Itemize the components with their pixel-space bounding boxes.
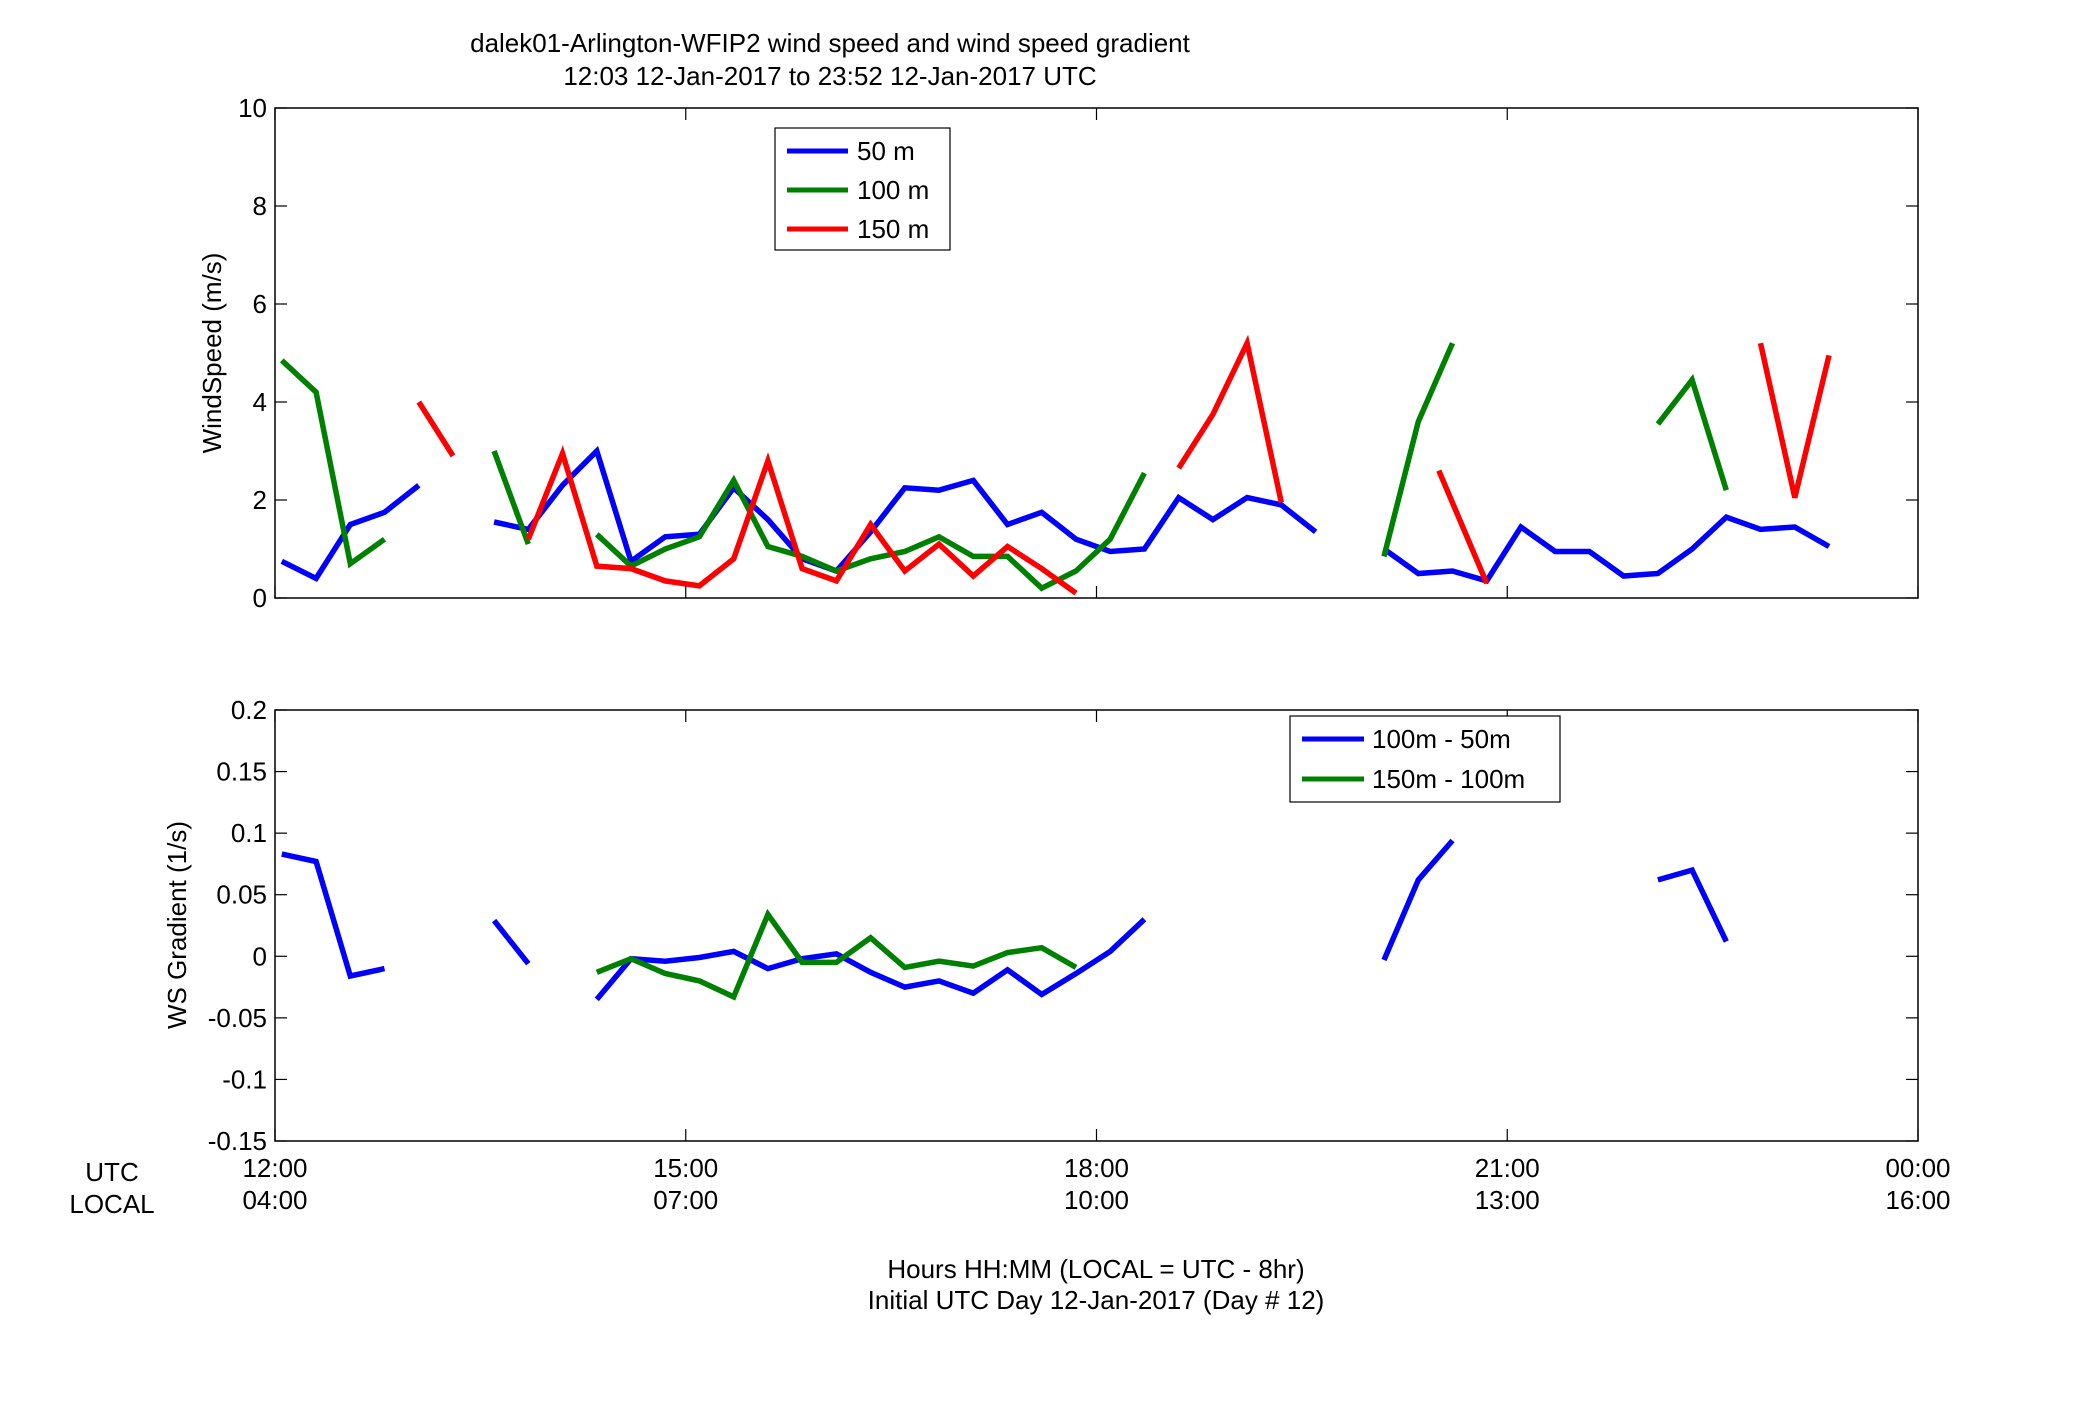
x-row-label-local: LOCAL (69, 1189, 154, 1219)
windspeed-series-group (279, 334, 1832, 596)
windspeed-series-1-segment-2 (594, 471, 1147, 592)
xtick-label-local: 10:00 (1064, 1185, 1129, 1215)
windspeed-series-1-segment-1 (491, 450, 531, 546)
legend-label-100m-50m: 100m - 50m (1372, 724, 1511, 754)
xtick-label-local: 07:00 (653, 1185, 718, 1215)
xtick-label-utc: 00:00 (1885, 1153, 1950, 1183)
gradient-ytick-labels: -0.15 -0.1 -0.05 0 0.05 0.1 0.15 0.2 (208, 695, 267, 1156)
windspeed-ytick-label: 10 (238, 93, 267, 123)
windspeed-series-1-segment-3 (1381, 342, 1456, 558)
chart-title-line1: dalek01-Arlington-WFIP2 wind speed and w… (470, 28, 1191, 58)
windspeed-series-2-segment-1 (525, 445, 1078, 596)
gradient-series-0-segment-0 (281, 851, 386, 980)
gradient-series-0-segment-3 (1381, 838, 1455, 962)
xtick-label-utc: 12:00 (242, 1153, 307, 1183)
gradient-panel: -0.15 -0.1 -0.05 0 0.05 0.1 0.15 0.2 WS Gradien… (162, 695, 1919, 1156)
windspeed-ytick-label: 4 (253, 387, 267, 417)
gradient-series-0-segment-2 (594, 917, 1147, 1002)
windspeed-ytick-label: 0 (253, 583, 267, 613)
gradient-series-group (281, 838, 1729, 1002)
windspeed-series-0-segment-2 (1382, 513, 1831, 585)
gradient-series-1-segment-0 (595, 908, 1078, 1001)
windspeed-ytick-label: 2 (253, 485, 267, 515)
legend-label-150m: 150 m (857, 214, 929, 244)
gradient-ticks (274, 709, 1919, 1142)
gradient-ytick-label: 0.15 (216, 757, 267, 787)
xtick-label-local: 04:00 (242, 1185, 307, 1215)
windspeed-ytick-label: 6 (253, 289, 267, 319)
gradient-ytick-label: -0.15 (208, 1126, 267, 1156)
gradient-ylabel: WS Gradient (1/s) (162, 821, 192, 1029)
gradient-ytick-label: -0.1 (222, 1064, 267, 1094)
gradient-legend: 100m - 50m 150m - 100m (1289, 715, 1561, 803)
xtick-label-local: 16:00 (1885, 1185, 1950, 1215)
windspeed-ytick-labels: 0 2 4 6 8 10 (238, 93, 267, 613)
gradient-series-0-segment-4 (1657, 866, 1729, 943)
windspeed-series-0-segment-0 (280, 483, 421, 582)
windspeed-series-2-segment-0 (416, 400, 456, 458)
windspeed-panel: 0 2 4 6 8 10 WindSpeed (m/s) 50 m 100 m 150 m (197, 93, 1919, 613)
chart-title-line2: 12:03 12-Jan-2017 to 23:52 12-Jan-2017 U… (563, 61, 1096, 91)
windspeed-series-2-segment-4 (1757, 342, 1832, 499)
windspeed-series-2-segment-2 (1176, 334, 1284, 503)
gradient-ytick-label: 0.2 (231, 695, 267, 725)
windspeed-series-1-segment-0 (279, 358, 387, 569)
windspeed-series-0-segment-1 (493, 445, 1318, 575)
gradient-ytick-label: 0 (253, 941, 267, 971)
legend-label-50m: 50 m (857, 136, 915, 166)
xtick-label-utc: 21:00 (1475, 1153, 1540, 1183)
legend-label-150m-100m: 150m - 100m (1372, 764, 1525, 794)
x-axis-label-line2: Initial UTC Day 12-Jan-2017 (Day # 12) (868, 1285, 1325, 1315)
windspeed-legend: 50 m 100 m 150 m (774, 127, 951, 251)
windspeed-ticks (274, 107, 1919, 599)
windspeed-series-2-segment-3 (1436, 469, 1490, 585)
gradient-series-0-segment-1 (491, 918, 531, 966)
x-axis-label-line1: Hours HH:MM (LOCAL = UTC - 8hr) (887, 1254, 1304, 1284)
gradient-ytick-label: -0.05 (208, 1003, 267, 1033)
windspeed-ytick-label: 8 (253, 191, 267, 221)
xtick-label-local: 13:00 (1475, 1185, 1540, 1215)
gradient-ytick-label: 0.1 (231, 818, 267, 848)
gradient-ytick-label: 0.05 (216, 880, 267, 910)
gradient-axes-frame (274, 709, 1919, 1142)
xtick-label-utc: 18:00 (1064, 1153, 1129, 1183)
legend-label-100m: 100 m (857, 175, 929, 205)
x-row-label-utc: UTC (85, 1157, 138, 1187)
windspeed-series-1-segment-4 (1655, 374, 1729, 492)
windspeed-ylabel: WindSpeed (m/s) (197, 253, 227, 454)
gradient-legend-box (1289, 715, 1561, 803)
xtick-label-utc: 15:00 (653, 1153, 718, 1183)
